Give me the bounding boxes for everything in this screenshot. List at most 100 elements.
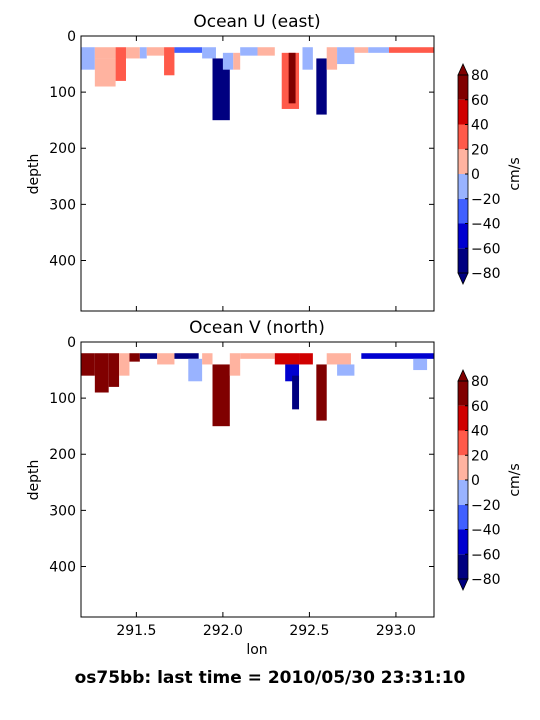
heatmap-cell [240, 47, 258, 56]
y-tick-label: 300 [49, 503, 76, 519]
y-axis-label: depth [26, 154, 42, 195]
heatmap-cell [125, 47, 140, 59]
heatmap-cell [299, 353, 313, 365]
x-tick-label: 292.5 [289, 623, 329, 639]
colorbar-extend-max [457, 369, 469, 382]
colorbar-label: cm/s [507, 463, 523, 496]
colorbar-label: cm/s [507, 157, 523, 190]
y-tick-label: 400 [49, 253, 76, 269]
colorbar-segment [458, 174, 468, 199]
colorbar-tick-label: 80 [471, 68, 489, 84]
footer-title: os75bb: last time = 2010/05/30 23:31:10 [75, 668, 466, 688]
colorbar-segment [458, 223, 468, 249]
heatmap-cell [302, 47, 313, 70]
heatmap-cell [212, 364, 230, 427]
heatmap-cell [368, 47, 390, 53]
heatmap-cell [229, 353, 241, 376]
colorbar-tick-label: 40 [471, 118, 489, 134]
axes: 0 100 200 300 400 291.5 292.0 292.5 293.0 [49, 335, 434, 639]
heatmap-cell [115, 47, 126, 81]
panel-title: Ocean U (east) [193, 12, 320, 32]
y-tick-label: 0 [67, 335, 76, 351]
y-tick-label: 100 [49, 391, 76, 407]
heatmap-cell [354, 47, 369, 53]
heatmap-cell [288, 52, 296, 104]
colorbar-tick-label: 60 [471, 399, 489, 415]
colorbar-tick-label: −80 [471, 572, 501, 588]
heatmap-cell [139, 47, 147, 59]
heatmap-cell [146, 47, 165, 56]
heatmap-cells [81, 47, 434, 121]
heatmap-cell [257, 47, 275, 56]
colorbar-tick-label: −40 [471, 523, 501, 539]
heatmap-cell [119, 353, 130, 376]
y-tick-label: 200 [49, 447, 76, 463]
colorbar-extend-max [457, 63, 469, 76]
colorbar-segment [458, 430, 468, 456]
heatmap-cells [81, 353, 434, 427]
colorbar-tick-label: −60 [471, 547, 501, 563]
heatmap-cell [337, 47, 355, 65]
colorbar-tick-label: 20 [471, 142, 489, 158]
colorbar-segment [458, 381, 468, 406]
heatmap-cell [81, 353, 95, 376]
colorbar: 80 60 40 20 0 −20 −40 −60 −80 cm/s [457, 369, 523, 591]
colorbar-tick-label: −80 [471, 266, 501, 282]
colorbar: 80 60 40 20 0 −20 −40 −60 −80 cm/s [457, 63, 523, 285]
heatmap-cell [240, 353, 275, 359]
colorbar-extend-min [457, 578, 469, 591]
heatmap-cell [129, 353, 140, 362]
colorbar-extend-min [457, 272, 469, 285]
axes: 0 100 200 300 400 [49, 29, 434, 311]
heatmap-cell [292, 375, 300, 410]
heatmap-cell [316, 58, 327, 115]
heatmap-cell [94, 58, 116, 87]
colorbar-segment [458, 455, 468, 480]
heatmap-cell [157, 353, 175, 365]
heatmap-cell [94, 353, 109, 393]
y-axis-label: depth [26, 460, 42, 501]
heatmap-cell [222, 52, 234, 70]
colorbar-tick-label: 60 [471, 93, 489, 109]
x-tick-label: 291.5 [116, 623, 156, 639]
colorbar-tick-label: −40 [471, 217, 501, 233]
heatmap-cell [316, 364, 327, 421]
colorbar-segment [458, 248, 468, 273]
colorbar-segment [458, 75, 468, 100]
heatmap-cell [139, 353, 158, 359]
colorbar-segment [458, 504, 468, 530]
plot-frame [80, 35, 435, 312]
colorbar-segment [458, 480, 468, 505]
heatmap-cell [389, 47, 434, 53]
heatmap-cell [94, 47, 116, 59]
heatmap-cell [361, 353, 434, 359]
heatmap-cell [274, 353, 300, 365]
heatmap-cell [326, 353, 351, 365]
y-tick-label: 200 [49, 141, 76, 157]
heatmap-cell [337, 364, 355, 376]
colorbar-tick-label: −20 [471, 498, 501, 514]
x-tick-label: 292.0 [203, 623, 243, 639]
colorbar-segment [458, 149, 468, 174]
heatmap-cell [202, 47, 216, 59]
colorbar-tick-label: −20 [471, 192, 501, 208]
heatmap-cell [81, 47, 95, 70]
panel-title: Ocean V (north) [189, 318, 325, 338]
y-tick-label: 100 [49, 85, 76, 101]
colorbar-tick-label: 20 [471, 448, 489, 464]
heatmap-cell [174, 353, 199, 359]
colorbar-tick-label: 0 [471, 473, 480, 489]
heatmap-cell [202, 353, 213, 365]
colorbar-segment [458, 529, 468, 555]
colorbar-tick-label: −60 [471, 241, 501, 257]
colorbar-segment [458, 554, 468, 579]
colorbar-segment [458, 124, 468, 150]
heatmap-cell [164, 47, 175, 76]
colorbar-tick-label: 40 [471, 424, 489, 440]
heatmap-cell [174, 47, 203, 53]
colorbar-tick-label: 0 [471, 167, 480, 183]
colorbar-segment [458, 405, 468, 431]
